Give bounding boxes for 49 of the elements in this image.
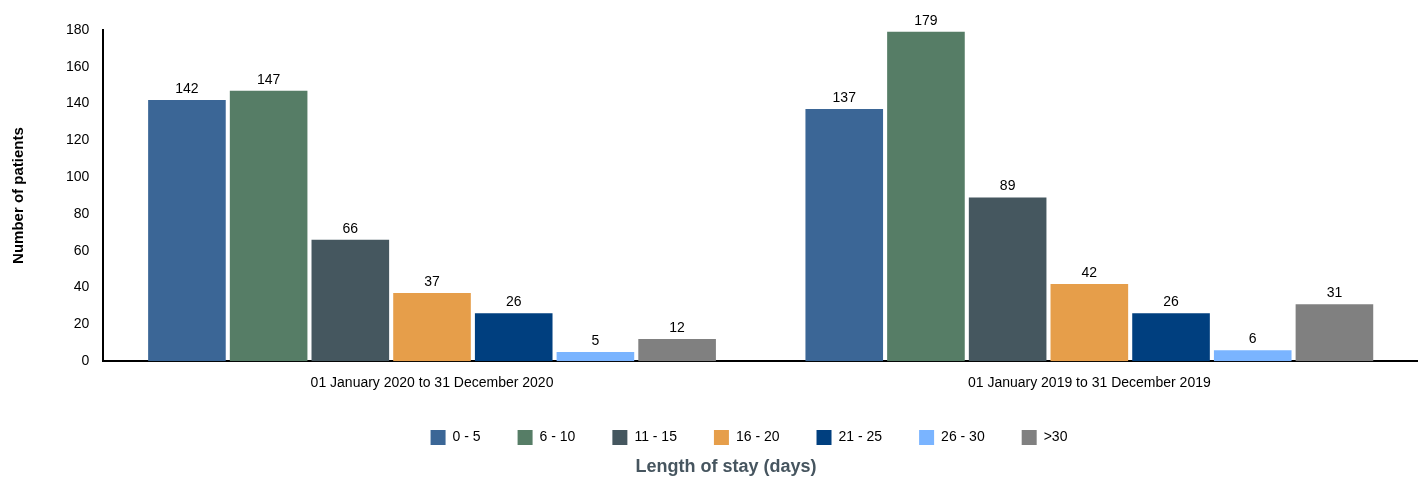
legend-label: 21 - 25 [838, 428, 883, 445]
data-label: 37 [424, 272, 441, 289]
bar [474, 313, 553, 362]
y-tick-label: 40 [73, 278, 90, 295]
bar [1295, 304, 1374, 362]
legend-title: Length of stay (days) [635, 456, 817, 477]
data-label: 89 [999, 177, 1016, 194]
bar [638, 339, 716, 362]
y-axis-title: Number of patients [9, 127, 27, 264]
x-tick-label: 01 January 2020 to 31 December 2020 [310, 374, 554, 391]
data-label: 5 [591, 331, 600, 348]
bar [968, 197, 1047, 362]
data-label: 142 [175, 79, 199, 96]
y-tick-label: 0 [81, 352, 90, 369]
data-label: 137 [832, 88, 857, 105]
bar [887, 31, 965, 362]
data-label: 31 [1326, 284, 1343, 301]
legend-label: 6 - 10 [539, 428, 576, 445]
bar [1050, 283, 1129, 362]
legend-label: 11 - 15 [634, 428, 678, 445]
bar [148, 99, 226, 362]
legend-label: 26 - 30 [941, 428, 985, 445]
data-label: 147 [256, 70, 281, 87]
data-label: 26 [1163, 293, 1180, 310]
data-label: 42 [1081, 263, 1098, 280]
bar [1132, 313, 1210, 362]
y-tick-label: 80 [73, 204, 90, 221]
x-tick-label: 01 January 2019 to 31 December 2019 [967, 374, 1211, 391]
legend-label: 0 - 5 [452, 428, 481, 445]
y-tick-label: 160 [66, 57, 90, 74]
y-tick-label: 180 [66, 20, 90, 37]
bar [556, 352, 635, 362]
bar [805, 109, 884, 362]
legend-label: >30 [1043, 428, 1068, 445]
y-tick-label: 60 [73, 241, 90, 258]
data-label: 12 [669, 318, 686, 335]
bar [1213, 350, 1292, 362]
y-tick-label: 140 [66, 94, 90, 111]
data-label: 26 [505, 293, 522, 310]
legend-label: 16 - 20 [735, 428, 780, 445]
bar [229, 90, 308, 362]
data-label: 6 [1248, 330, 1257, 347]
bar [393, 293, 471, 362]
data-label: 179 [914, 11, 938, 28]
bar [311, 239, 390, 362]
data-label: 66 [342, 219, 359, 236]
y-tick-label: 100 [66, 168, 90, 185]
y-tick-label: 20 [73, 315, 90, 332]
y-tick-label: 120 [66, 131, 90, 148]
